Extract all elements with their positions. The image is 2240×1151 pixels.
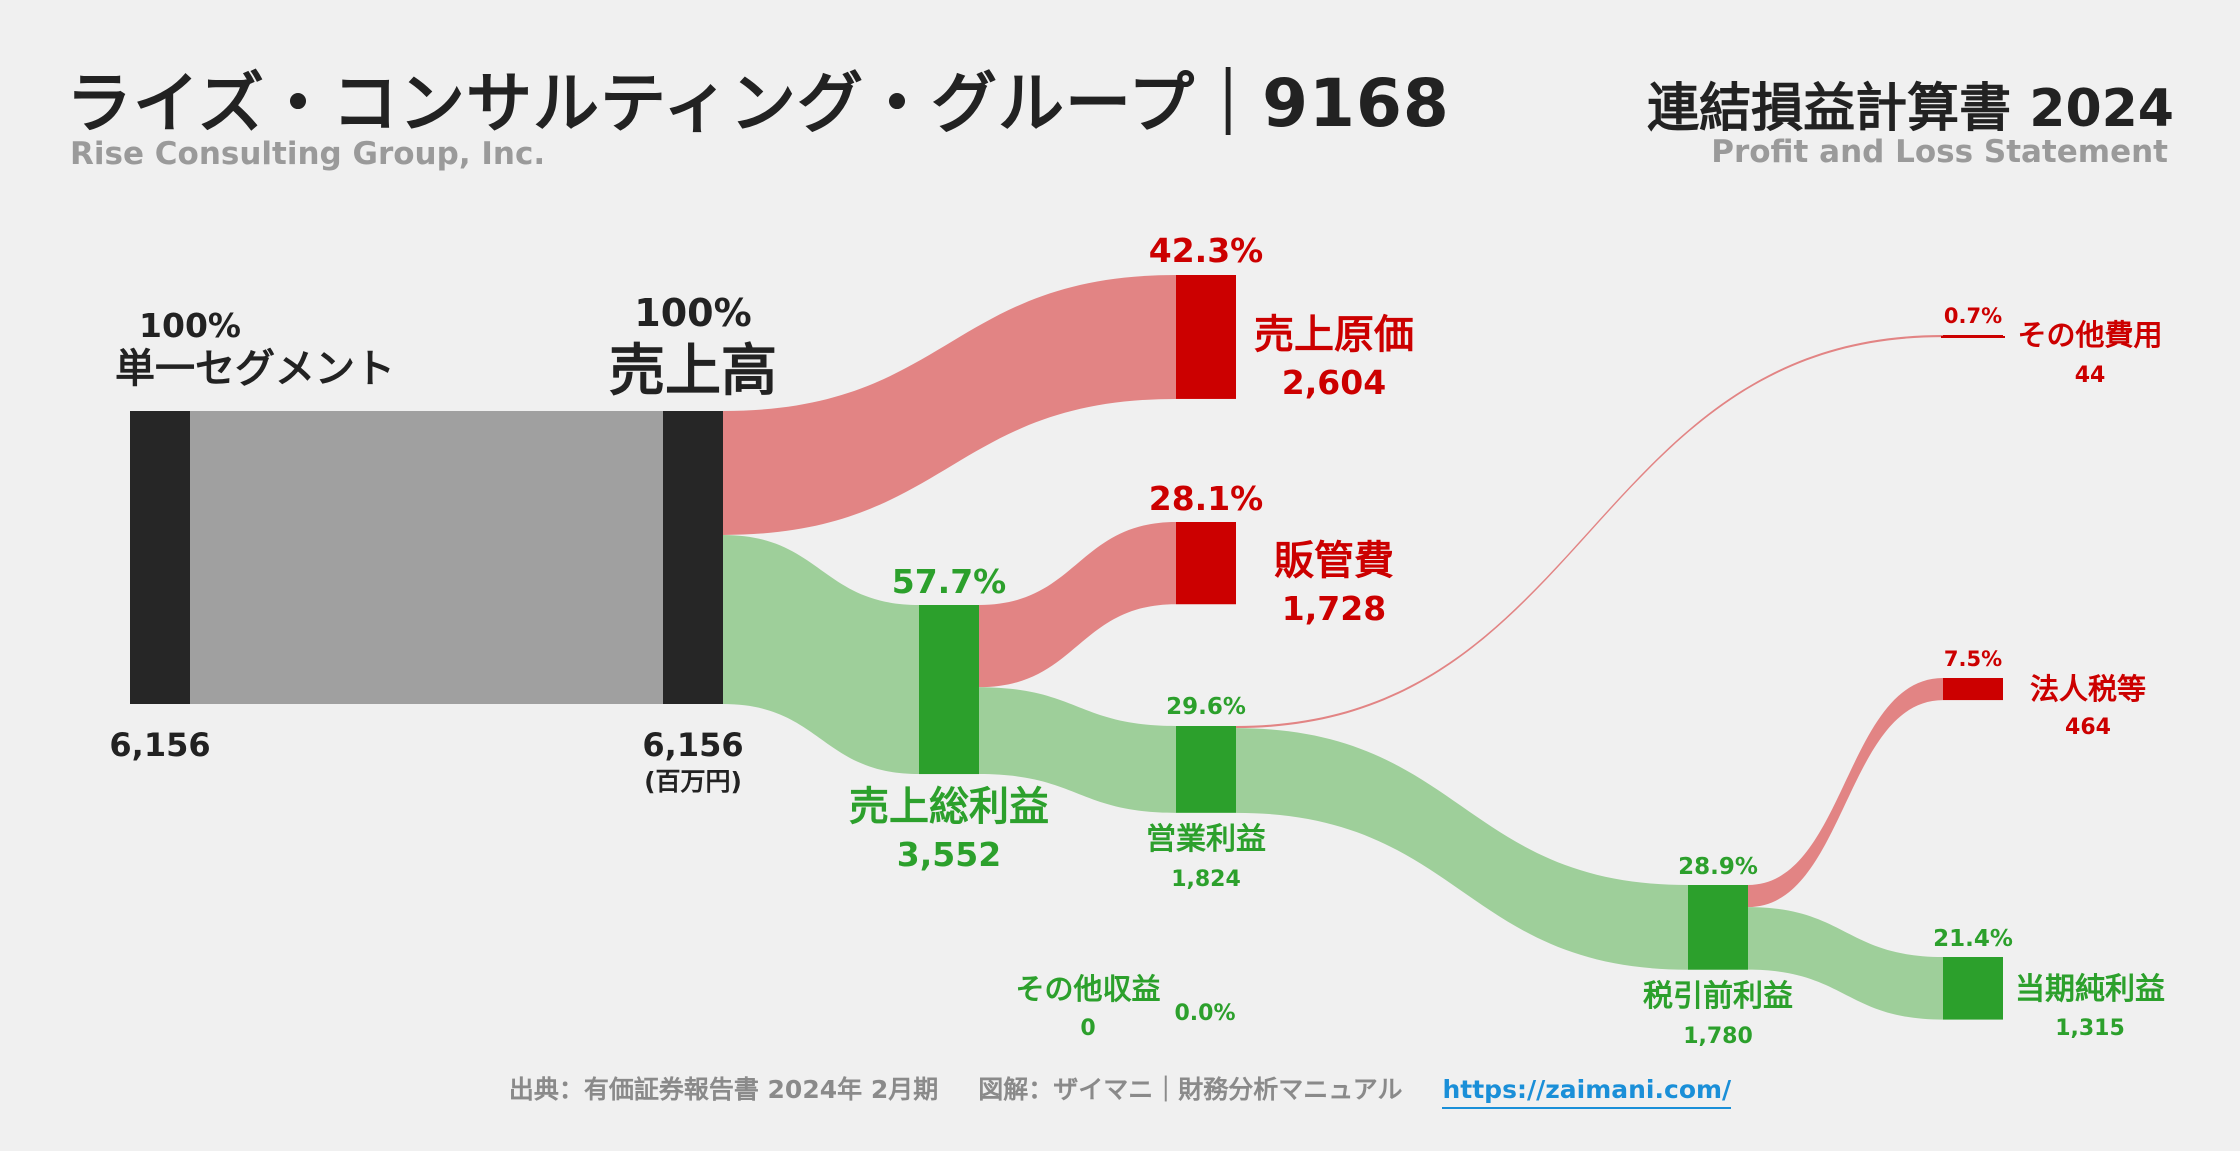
footer-source: 出典：有価証券報告書 2024年 2月期 — [508, 1075, 939, 1104]
flow-gross_profit-sga — [979, 522, 1176, 688]
label-other_income-label: その他収益 — [1015, 972, 1160, 1006]
flow-revenue-cogs — [723, 275, 1176, 535]
unit-label: (百万円) — [644, 767, 742, 796]
label-pretax_profit-label: 税引前利益 — [1643, 979, 1793, 1014]
flows-layer — [190, 275, 1943, 1020]
flow-gross_profit-operating_profit — [979, 687, 1176, 813]
company-title: ライズ・コンサルティング・グループ｜9168 — [66, 65, 1450, 142]
statement-subtitle: Profit and Loss Statement — [1711, 134, 2168, 170]
label-other_expense-pct: 0.7% — [1944, 304, 2002, 328]
label-cogs-pct: 42.3% — [1149, 231, 1264, 270]
label-sga-pct: 28.1% — [1149, 479, 1264, 518]
label-pretax_profit-pct: 28.9% — [1678, 854, 1758, 880]
label-other_income-pct: 0.0% — [1174, 1001, 1235, 1026]
label-revenue-value_text: 6,156 — [642, 726, 743, 764]
label-operating_profit-label: 営業利益 — [1146, 822, 1266, 857]
label-net_income-value_text: 1,315 — [2055, 1016, 2125, 1041]
node-net_income — [1943, 957, 2003, 1020]
statement-title: 連結損益計算書 2024 — [1647, 79, 2174, 139]
footer-link[interactable]: https://zaimani.com/ — [1442, 1075, 1732, 1109]
footer: 出典：有価証券報告書 2024年 2月期 図解：ザイマニ｜財務分析マニュアル htt… — [0, 1070, 2240, 1109]
node-segment — [130, 411, 190, 704]
label-cogs-value_text: 2,604 — [1282, 363, 1386, 402]
label-sga-value_text: 1,728 — [1282, 589, 1386, 628]
label-pretax_profit-value_text: 1,780 — [1683, 1024, 1753, 1049]
flow-segment-revenue — [190, 411, 663, 704]
flow-operating_profit-other_expense — [1236, 335, 1943, 729]
label-gross_profit-label: 売上総利益 — [849, 784, 1049, 830]
node-cogs — [1176, 275, 1236, 399]
node-operating_profit — [1176, 726, 1236, 813]
label-other_expense-label: その他費用 — [2017, 318, 2162, 352]
label-segment-label: 単一セグメント — [115, 346, 395, 392]
label-sga-label: 販管費 — [1274, 538, 1394, 584]
node-pretax_profit — [1688, 885, 1748, 970]
labels-layer: 100%単一セグメント6,156100%売上高6,15642.3%売上原価2,6… — [109, 231, 2165, 1049]
footer-credit: 図解：ザイマニ｜財務分析マニュアル — [978, 1075, 1403, 1104]
flow-operating_profit-pretax_profit — [1236, 728, 1688, 970]
label-operating_profit-pct: 29.6% — [1166, 694, 1246, 720]
label-segment-pct: 100% — [139, 306, 241, 345]
flow-revenue-gross_profit — [723, 534, 919, 775]
label-gross_profit-value_text: 3,552 — [897, 835, 1001, 874]
label-gross_profit-pct: 57.7% — [892, 562, 1007, 601]
label-tax-value_text: 464 — [2065, 715, 2111, 740]
label-tax-pct: 7.5% — [1944, 647, 2002, 671]
label-revenue-pct: 100% — [634, 291, 751, 335]
label-cogs-label: 売上原価 — [1254, 312, 1414, 358]
node-tax — [1943, 678, 2003, 701]
label-net_income-pct: 21.4% — [1933, 926, 2013, 952]
label-net_income-label: 当期純利益 — [2015, 972, 2165, 1007]
label-other_income-value_text: 0 — [1080, 1016, 1095, 1041]
nodes-layer — [130, 275, 2005, 1020]
node-revenue — [663, 411, 723, 704]
flow-pretax_profit-net_income — [1748, 907, 1943, 1020]
label-other_expense-value_text: 44 — [2075, 363, 2106, 388]
node-gross_profit — [919, 605, 979, 775]
label-revenue-label: 売上高 — [609, 339, 777, 404]
label-tax-label: 法人税等 — [2030, 672, 2146, 706]
label-operating_profit-value_text: 1,824 — [1171, 867, 1241, 892]
flow-pretax_profit-tax — [1748, 678, 1943, 908]
label-segment-value_text: 6,156 — [109, 726, 210, 764]
node-sga — [1176, 522, 1236, 605]
company-subtitle: Rise Consulting Group, Inc. — [70, 136, 546, 172]
